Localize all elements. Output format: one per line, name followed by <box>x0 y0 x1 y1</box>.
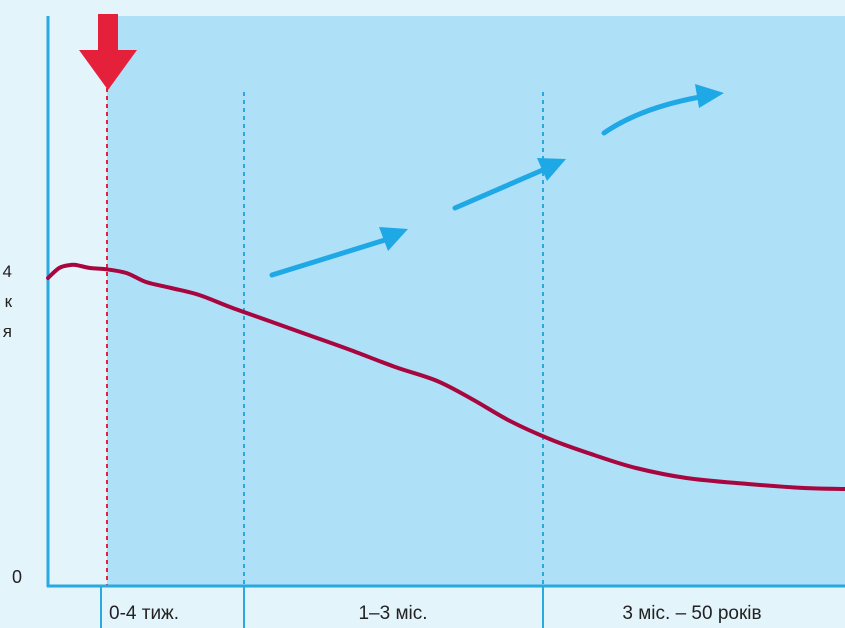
down-arrow-icon <box>79 50 137 90</box>
x-segment-label-3: 3 міс. – 50 років <box>622 603 761 624</box>
axes <box>46 16 845 628</box>
y-axis-labels: 0 4 к я <box>3 262 22 587</box>
series-line-1 <box>46 262 845 491</box>
event-marker <box>79 14 137 90</box>
segment-dividers <box>106 80 544 586</box>
x-segment-label-2: 1–3 міс. <box>358 603 427 624</box>
series-layer <box>46 262 845 491</box>
y-label-fragment-3: я <box>3 322 12 341</box>
event-marker-arrow-shaft <box>98 14 118 52</box>
trend-arrow-3 <box>601 84 724 136</box>
y-label-fragment-2: к <box>5 292 13 311</box>
y-label-fragment-1: 4 <box>3 262 12 281</box>
x-segment-labels: 0-4 тиж. 1–3 міс. 3 міс. – 50 років <box>109 603 762 624</box>
y-tick-label-zero: 0 <box>12 567 22 587</box>
x-segment-label-1: 0-4 тиж. <box>109 603 179 624</box>
plot-background <box>107 16 845 586</box>
trend-arrows <box>269 84 724 278</box>
plot-area <box>107 16 845 586</box>
trend-arrow-2 <box>452 158 566 211</box>
trend-arrow-1 <box>269 227 408 278</box>
